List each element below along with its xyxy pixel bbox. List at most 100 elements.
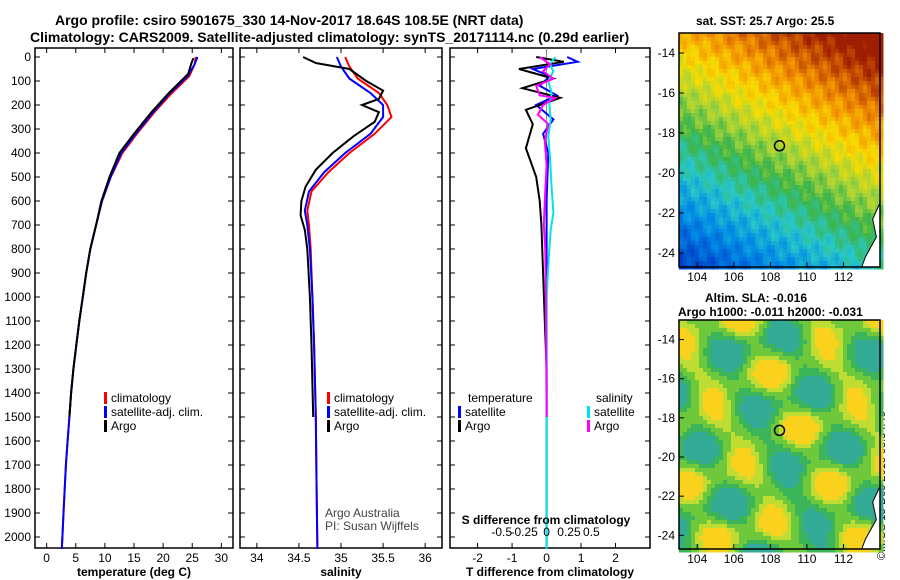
sst-map-cell: [783, 221, 788, 226]
sla-map-cell: [711, 448, 716, 453]
sst-map-cell: [723, 125, 728, 130]
sst-map-cell: [703, 141, 708, 146]
sst-map-cell: [791, 33, 796, 38]
sst-map-cell: [795, 53, 800, 58]
sst-map-cell: [739, 165, 744, 170]
sst-map-cell: [791, 209, 796, 214]
sst-map-cell: [847, 177, 852, 182]
sst-map-cell: [879, 65, 884, 70]
sla-map-cell: [679, 384, 684, 389]
sst-map-cell: [827, 225, 832, 230]
sla-map-cell: [731, 396, 736, 401]
sst-map-cell: [807, 205, 812, 210]
sst-map-cell: [747, 213, 752, 218]
sla-map-cell: [683, 376, 688, 381]
sst-map-cell: [835, 193, 840, 198]
sst-map-cell: [799, 101, 804, 106]
sst-map-cell: [687, 245, 692, 250]
sst-map-cell: [867, 197, 872, 202]
sla-map-cell: [755, 384, 760, 389]
sst-map-cell: [771, 61, 776, 66]
sst-map-cell: [863, 49, 868, 54]
sla-map-cell: [755, 508, 760, 513]
sst-map-cell: [843, 229, 848, 234]
sla-map-cell: [763, 544, 768, 549]
sla-map-cell: [679, 372, 684, 377]
sst-map-cell: [711, 85, 716, 90]
sst-map-cell: [683, 173, 688, 178]
sst-map-cell: [811, 225, 816, 230]
difference-line-t-satellite: [529, 56, 581, 549]
sst-map-cell: [867, 53, 872, 58]
sla-map-cell: [691, 384, 696, 389]
sst-map-cell: [851, 85, 856, 90]
sst-map-cell: [767, 109, 772, 114]
sst-map-cell: [831, 61, 836, 66]
sst-map-cell: [715, 81, 720, 86]
sst-map-cell: [831, 77, 836, 82]
sst-map-cell: [683, 141, 688, 146]
sla-map-cell: [771, 428, 776, 433]
sst-map-cell: [867, 73, 872, 78]
sla-map-cell: [759, 360, 764, 365]
sst-map-cell: [775, 261, 780, 266]
sst-map-cell: [703, 81, 708, 86]
sla-map-cell: [783, 448, 788, 453]
sst-map-cell: [843, 237, 848, 242]
sst-map-cell: [719, 93, 724, 98]
sla-map-cell: [787, 492, 792, 497]
sla-map-cell: [763, 512, 768, 517]
sst-map-cell: [779, 189, 784, 194]
sst-map-cell: [823, 85, 828, 90]
sla-map-cell: [755, 528, 760, 533]
sla-map-cell: [787, 396, 792, 401]
sla-map-cell: [727, 368, 732, 373]
sla-map-cell: [759, 452, 764, 457]
sst-map-cell: [819, 261, 824, 266]
sla-map-cell: [735, 500, 740, 505]
sla-map-cell: [775, 324, 780, 329]
sst-map-cell: [879, 237, 884, 242]
sst-map-cell: [755, 257, 760, 262]
sla-map-cell: [759, 480, 764, 485]
sst-map-cell: [843, 141, 848, 146]
sst-map-cell: [783, 173, 788, 178]
sla-map-cell: [763, 408, 768, 413]
sla-map-cell: [783, 348, 788, 353]
sla-map-cell: [747, 364, 752, 369]
sst-map-cell: [867, 129, 872, 134]
sla-map-cell: [703, 504, 708, 509]
sla-map-cell: [783, 492, 788, 497]
sla-map-cell: [747, 352, 752, 357]
sla-map-cell: [735, 524, 740, 529]
sst-map-cell: [683, 249, 688, 254]
sst-map-cell: [839, 189, 844, 194]
sla-map-cell: [775, 484, 780, 489]
sst-map-cell: [787, 217, 792, 222]
sla-map-cell: [763, 440, 768, 445]
sst-map-cell: [719, 161, 724, 166]
sst-map-cell: [759, 129, 764, 134]
sst-map-cell: [855, 69, 860, 74]
sst-map-cell: [879, 197, 884, 202]
sla-map-cell: [683, 528, 688, 533]
sst-map-cell: [855, 53, 860, 58]
sst-map-cell: [851, 161, 856, 166]
sst-map-cell: [875, 77, 880, 82]
sst-map-cell: [871, 129, 876, 134]
sst-map-cell: [687, 69, 692, 74]
sst-map-cell: [751, 145, 756, 150]
sst-map-cell: [755, 53, 760, 58]
sst-map-cell: [763, 153, 768, 158]
sla-map-cell: [703, 364, 708, 369]
sst-map-cell: [803, 209, 808, 214]
sst-map-cell: [851, 193, 856, 198]
sst-map-cell: [743, 145, 748, 150]
sst-map-cell: [683, 49, 688, 54]
sla-map-cell: [679, 332, 684, 337]
sst-map-cell: [707, 101, 712, 106]
sla-map-cell: [699, 400, 704, 405]
sst-map-cell: [747, 169, 752, 174]
sla-map-cell: [775, 528, 780, 533]
sst-map-cell: [731, 181, 736, 186]
